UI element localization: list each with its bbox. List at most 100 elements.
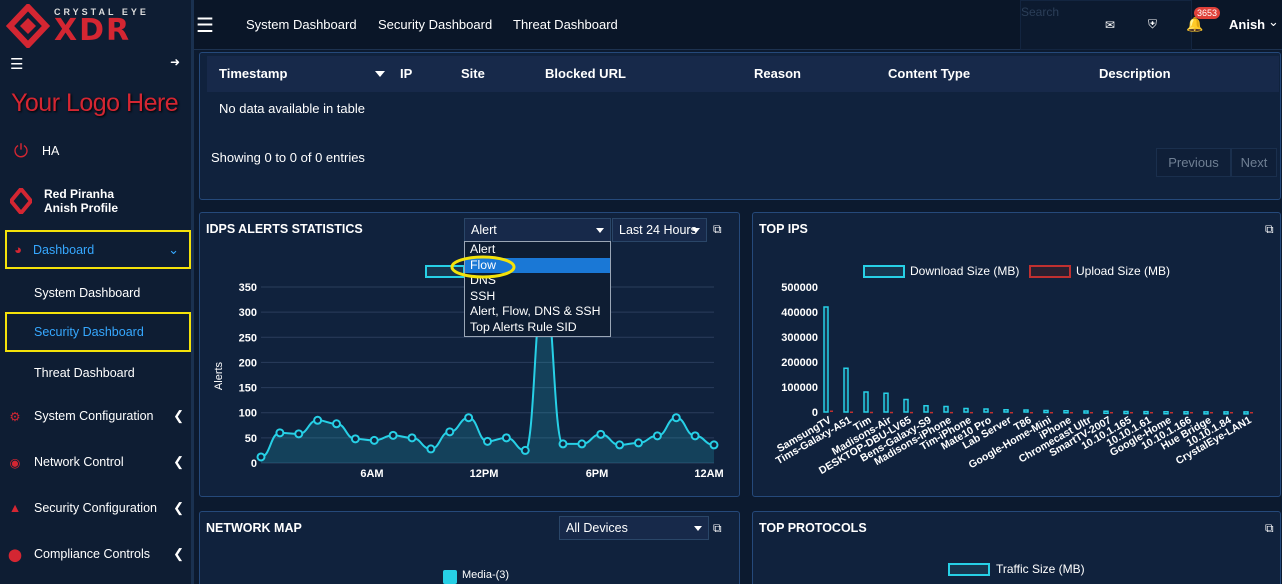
data-point (388, 430, 398, 440)
sidebar-item-label: Security Configuration (34, 501, 157, 515)
nav-threat-dashboard[interactable]: Threat Dashboard (513, 17, 618, 32)
menu-icon[interactable]: ☰ (10, 56, 24, 73)
data-point (501, 433, 511, 443)
caret-down-icon (596, 228, 604, 233)
profile-block[interactable]: Red Piranha Anish Profile (0, 185, 194, 217)
external-link-icon[interactable]: ⧉ (1265, 222, 1274, 236)
network-node-label: Media-(3) (462, 569, 510, 581)
bar-download (883, 392, 889, 413)
logout-icon[interactable]: ➜ (169, 55, 180, 69)
bar-download (1023, 409, 1029, 413)
sidebar-item-compliance-controls[interactable]: ⬤ Compliance Controls ❮ (0, 545, 194, 563)
caret-down-icon (692, 228, 700, 233)
bar-upload (1150, 411, 1153, 414)
brand-top-text: CRYSTAL EYE (54, 7, 149, 17)
bar-download (1043, 409, 1049, 414)
nav-system-dashboard[interactable]: System Dashboard (246, 17, 357, 32)
bar-upload (850, 411, 853, 413)
y-tick-label: 0 (812, 407, 818, 419)
bar-upload (930, 411, 933, 414)
external-link-icon[interactable]: ⧉ (713, 222, 722, 236)
table-header (207, 56, 1279, 92)
y-tick-label: 200 (239, 357, 257, 369)
alert-type-select[interactable]: Alert (464, 218, 611, 242)
bar-upload (1170, 411, 1173, 414)
bar-download (1083, 410, 1089, 414)
bar-download (1243, 411, 1249, 415)
option-ssh[interactable]: SSH (470, 288, 496, 303)
bar-upload (970, 411, 973, 414)
external-link-icon[interactable]: ⧉ (713, 521, 722, 535)
time-range-select[interactable]: Last 24 Hours (612, 218, 707, 242)
panel-title: TOP IPS (759, 222, 808, 236)
x-tick-label: 6PM (586, 468, 609, 480)
data-point (652, 431, 662, 441)
col-content-type[interactable]: Content Type (888, 66, 971, 81)
caret-down-icon (694, 526, 702, 531)
shield-icon[interactable]: ⛨ (1148, 17, 1158, 31)
bar-upload (1050, 411, 1053, 414)
data-point (709, 440, 719, 450)
bar-upload (1070, 411, 1073, 414)
sidebar-sub-threat-dashboard[interactable]: Threat Dashboard (0, 365, 194, 381)
sidebar-sub-security-dashboard[interactable]: Security Dashboard (5, 312, 191, 352)
dashboard-icon: ◕ (14, 242, 22, 257)
option-alert[interactable]: Alert (470, 242, 496, 256)
bar-download (943, 405, 949, 413)
option-flow[interactable]: Flow (465, 257, 610, 273)
logo-mark-icon (6, 4, 50, 48)
mail-icon[interactable]: ✉ (1105, 18, 1116, 32)
user-menu[interactable]: Anish (1229, 17, 1266, 32)
y-tick-label: 50 (245, 433, 257, 445)
external-link-icon[interactable]: ⧉ (1265, 521, 1274, 535)
col-timestamp[interactable]: Timestamp (219, 66, 288, 81)
data-point (369, 435, 379, 445)
bar-upload (830, 410, 833, 412)
col-ip[interactable]: IP (400, 66, 413, 81)
sidebar: CRYSTAL EYE XDR ☰ ➜ Your Logo Here ⏻ HA … (0, 0, 194, 584)
search-input[interactable]: Search (1020, 0, 1192, 50)
x-tick-label: 12AM (694, 468, 723, 480)
option-alert-flow-dns-ssh[interactable]: Alert, Flow, DNS & SSH (470, 304, 601, 318)
bell-icon[interactable]: 🔔 (1186, 16, 1204, 32)
previous-button[interactable]: Previous (1156, 148, 1231, 177)
chevron-left-icon: ❮ (173, 500, 184, 515)
bar-upload (1030, 411, 1033, 414)
profile-name: Red Piranha (44, 187, 115, 201)
y-tick-label: 300000 (781, 332, 818, 344)
sidebar-item-label: HA (42, 144, 60, 158)
sidebar-item-ha[interactable]: ⏻ HA (0, 140, 194, 162)
nav-security-dashboard[interactable]: Security Dashboard (378, 17, 493, 32)
bar-download (923, 405, 929, 413)
bar-upload (890, 411, 893, 414)
media-node-icon (443, 570, 457, 584)
sidebar-item-dashboard[interactable]: ◕ Dashboard ⌄ (5, 230, 191, 269)
chevron-left-icon: ❮ (173, 408, 184, 423)
col-description[interactable]: Description (1099, 66, 1171, 81)
col-blocked-url[interactable]: Blocked URL (545, 66, 626, 81)
search-placeholder: Search (1021, 5, 1060, 19)
hamburger-icon[interactable]: ☰ (196, 15, 214, 37)
bar-download (1143, 410, 1149, 415)
sidebar-item-system-configuration[interactable]: ⚙ System Configuration ❮ (0, 407, 194, 425)
bar-upload (950, 411, 953, 414)
sidebar-item-security-configuration[interactable]: ▲ Security Configuration ❮ (0, 499, 194, 517)
bar-upload (1110, 411, 1113, 414)
col-site[interactable]: Site (461, 66, 485, 81)
data-point (596, 429, 606, 439)
sidebar-item-label: Network Control (34, 455, 124, 469)
device-filter-select[interactable]: All Devices (559, 516, 709, 540)
legend-swatch-download (863, 265, 905, 278)
next-button[interactable]: Next (1231, 148, 1277, 177)
custom-logo: Your Logo Here (11, 89, 179, 117)
bar-upload (1210, 411, 1213, 414)
bar-download (1103, 410, 1109, 414)
sidebar-item-network-control[interactable]: ◉ Network Control ❮ (0, 453, 194, 471)
data-point (577, 439, 587, 449)
col-reason[interactable]: Reason (754, 66, 801, 81)
legend-swatch-upload (1029, 265, 1071, 278)
data-point (313, 415, 323, 425)
sidebar-sub-system-dashboard[interactable]: System Dashboard (0, 285, 194, 301)
option-top-alerts-rule-sid[interactable]: Top Alerts Rule SID (470, 319, 577, 334)
top-protocols-panel: TOP PROTOCOLS ⧉ (752, 511, 1281, 584)
